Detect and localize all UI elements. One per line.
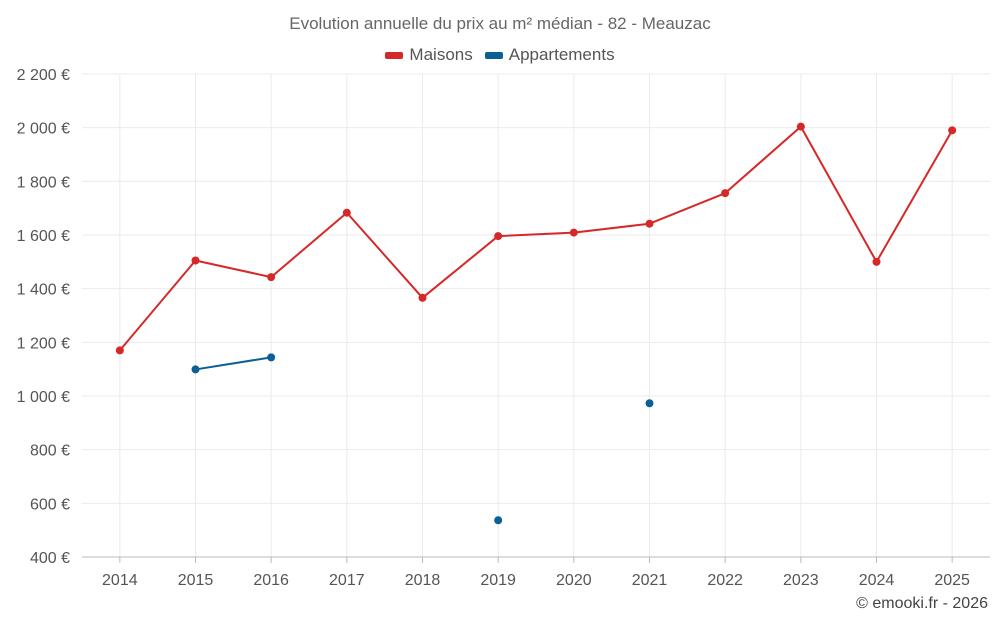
credit-text: © emooki.fr - 2026 [856, 595, 988, 612]
data-point-maisons[interactable] [569, 228, 578, 237]
data-point-maisons[interactable] [948, 126, 957, 135]
y-tick-label: 2 000 € [17, 121, 70, 138]
x-tick-label: 2022 [707, 572, 743, 589]
data-point-appartements[interactable] [645, 399, 654, 408]
x-tick-label: 2015 [178, 572, 214, 589]
data-point-maisons[interactable] [645, 219, 654, 228]
series-line-maisons [648, 192, 727, 225]
x-tick-label: 2021 [632, 572, 668, 589]
y-tick-label: 800 € [30, 443, 70, 460]
series-line-maisons [345, 211, 424, 299]
data-point-maisons[interactable] [115, 346, 124, 355]
data-point-appartements[interactable] [191, 365, 200, 374]
legend-label-maisons: Maisons [409, 45, 473, 64]
y-tick-label: 1 800 € [17, 174, 70, 191]
series-line-maisons [572, 222, 651, 234]
series-line-maisons [799, 125, 878, 263]
data-point-maisons[interactable] [872, 257, 881, 266]
series-line-maisons [875, 129, 954, 263]
y-tick-label: 2 200 € [17, 67, 70, 84]
x-tick-label: 2020 [556, 572, 592, 589]
series-line-maisons [724, 125, 802, 195]
y-tick-label: 1 200 € [17, 335, 70, 352]
data-point-maisons[interactable] [342, 208, 351, 217]
x-tick-label: 2014 [102, 572, 138, 589]
chart-legend: Maisons Appartements [0, 45, 1000, 65]
y-tick-label: 1 600 € [17, 228, 70, 245]
y-tick-label: 1 400 € [17, 282, 70, 299]
data-point-maisons[interactable] [796, 122, 805, 131]
data-point-maisons[interactable] [721, 189, 730, 198]
legend-swatch-appartements [484, 51, 503, 59]
data-point-maisons[interactable] [191, 256, 200, 265]
legend-label-appartements: Appartements [508, 45, 615, 64]
data-point-maisons[interactable] [418, 293, 427, 302]
x-tick-label: 2024 [859, 572, 895, 589]
data-point-maisons[interactable] [267, 273, 276, 282]
y-tick-label: 1 000 € [17, 389, 70, 406]
data-point-appartements[interactable] [494, 516, 503, 525]
x-tick-label: 2023 [783, 572, 819, 589]
x-tick-label: 2016 [253, 572, 289, 589]
x-tick-label: 2025 [934, 572, 970, 589]
series-line-appartements [194, 356, 273, 371]
x-tick-label: 2017 [329, 572, 365, 589]
y-tick-label: 400 € [30, 550, 70, 567]
series-line-maisons [194, 259, 273, 279]
series-line-maisons [270, 211, 348, 279]
series-line-maisons [118, 259, 197, 352]
series-line-maisons [497, 231, 575, 238]
legend-item-appartements[interactable]: Appartements [484, 45, 615, 65]
chart-title: Evolution annuelle du prix au m² médian … [289, 14, 711, 33]
series-line-maisons [421, 235, 500, 299]
legend-swatch-maisons [385, 51, 404, 59]
data-point-appartements[interactable] [267, 353, 276, 362]
x-tick-label: 2018 [405, 572, 441, 589]
x-tick-label: 2019 [480, 572, 516, 589]
legend-item-maisons[interactable]: Maisons [385, 45, 473, 65]
y-tick-label: 600 € [30, 496, 70, 513]
data-point-maisons[interactable] [494, 232, 503, 241]
